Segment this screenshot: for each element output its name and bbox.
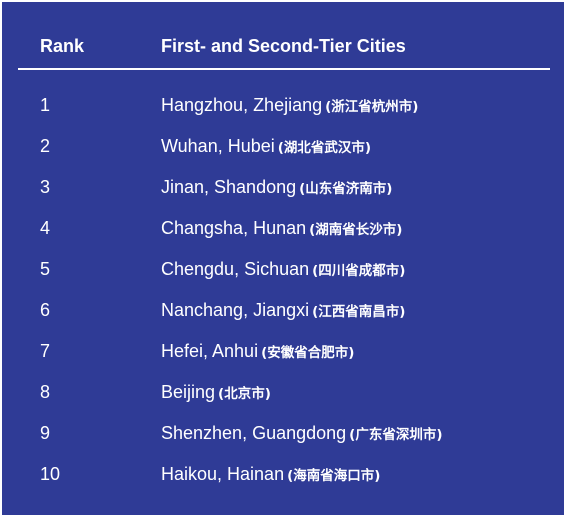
rank-cell: 3 [40, 177, 51, 197]
city-chinese-name: (安徽省合肥市) [261, 345, 355, 361]
table-row: 7 Hefei, Anhui (安徽省合肥市) [2, 330, 564, 371]
city-cell: Beijing (北京市) [161, 381, 271, 405]
city-cell: Changsha, Hunan (湖南省长沙市) [161, 217, 402, 241]
rank-cell: 2 [40, 136, 51, 156]
city-chinese-name: (四川省成都市) [312, 263, 406, 279]
rank-cell: 4 [40, 218, 51, 238]
rank-cell: 7 [40, 341, 51, 361]
city-chinese-name: (浙江省杭州市) [325, 99, 419, 115]
city-chinese-name: (广东省深圳市) [349, 427, 443, 443]
city-cell: Jinan, Shandong (山东省济南市) [161, 176, 392, 200]
city-cell: Hefei, Anhui (安徽省合肥市) [161, 340, 354, 364]
city-name: Wuhan, Hubei [161, 136, 275, 156]
rank-cell: 8 [40, 382, 51, 402]
city-name: Chengdu, Sichuan [161, 259, 310, 279]
rank-cell: 5 [40, 259, 51, 279]
table-row: 10 Haikou, Hainan (海南省海口市) [2, 453, 564, 494]
rank-column-header: Rank [40, 36, 85, 56]
city-cell: Nanchang, Jiangxi (江西省南昌市) [161, 299, 405, 323]
city-cell: Shenzhen, Guangdong (广东省深圳市) [161, 422, 443, 446]
city-chinese-name: (湖北省武汉市) [277, 140, 372, 156]
city-chinese-name: (江西省南昌市) [312, 304, 406, 320]
city-chinese-name: (北京市) [218, 386, 271, 402]
city-name: Changsha, Hunan [161, 218, 307, 238]
rank-cell: 9 [40, 423, 51, 443]
city-cell: Chengdu, Sichuan (四川省成都市) [161, 258, 405, 282]
table-row: 8 Beijing (北京市) [2, 371, 564, 412]
city-name: Shenzhen, Guangdong [161, 423, 347, 443]
city-cell: Wuhan, Hubei (湖北省武汉市) [161, 135, 371, 159]
table-row: 1 Hangzhou, Zhejiang (浙江省杭州市) [2, 84, 564, 125]
table-header: Rank First- and Second-Tier Cities [2, 2, 564, 70]
city-name: Jinan, Shandong [161, 177, 297, 197]
city-name: Nanchang, Jiangxi [161, 300, 310, 320]
city-chinese-name: (湖南省长沙市) [309, 222, 403, 238]
table-row: 9 Shenzhen, Guangdong (广东省深圳市) [2, 412, 564, 453]
city-cell: Haikou, Hainan (海南省海口市) [161, 463, 380, 487]
table-body: 1 Hangzhou, Zhejiang (浙江省杭州市) 2 Wuhan, Hu… [2, 84, 564, 494]
city-name: Beijing [161, 382, 216, 402]
city-chinese-name: (海南省海口市) [287, 468, 381, 484]
table-row: 5 Chengdu, Sichuan (四川省成都市) [2, 248, 564, 289]
city-cell: Hangzhou, Zhejiang (浙江省杭州市) [161, 94, 418, 118]
rank-cell: 6 [40, 300, 51, 320]
cities-column-header: First- and Second-Tier Cities [161, 36, 406, 56]
rank-cell: 1 [40, 95, 51, 115]
table-row: 4 Changsha, Hunan (湖南省长沙市) [2, 207, 564, 248]
city-name: Hefei, Anhui [161, 341, 259, 361]
table-row: 3 Jinan, Shandong (山东省济南市) [2, 166, 564, 207]
table-row: 6 Nanchang, Jiangxi (江西省南昌市) [2, 289, 564, 330]
city-name: Hangzhou, Zhejiang [161, 95, 323, 115]
header-divider [18, 68, 550, 70]
rank-cell: 10 [40, 464, 61, 484]
city-chinese-name: (山东省济南市) [299, 181, 393, 197]
city-name: Haikou, Hainan [161, 464, 285, 484]
table-row: 2 Wuhan, Hubei (湖北省武汉市) [2, 125, 564, 166]
